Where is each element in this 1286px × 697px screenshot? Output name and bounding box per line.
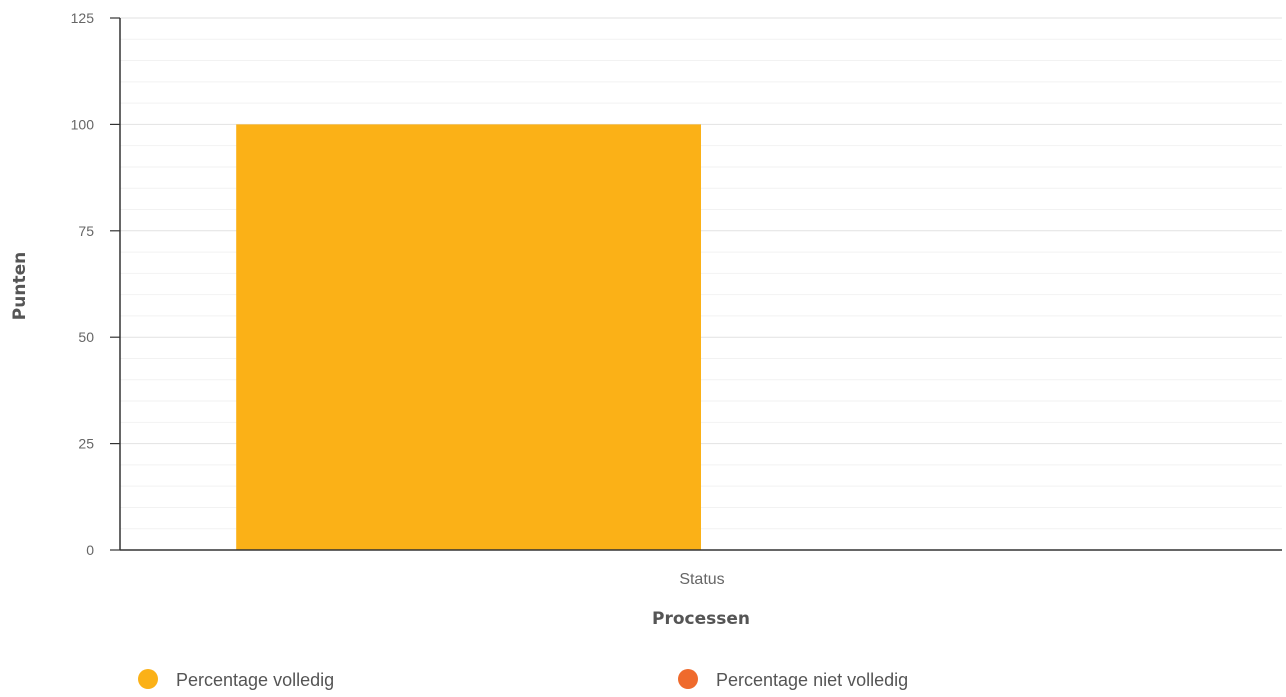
legend-label: Percentage niet volledig <box>716 670 908 690</box>
y-tick-label: 50 <box>78 329 94 345</box>
bars <box>236 124 701 550</box>
x-tick-label: Status <box>679 571 724 588</box>
y-tick-label: 100 <box>71 116 95 132</box>
y-tick-label: 125 <box>71 10 95 26</box>
legend-label: Percentage volledig <box>176 670 334 690</box>
legend-item[interactable]: Percentage volledig <box>138 669 334 690</box>
y-ticks: 0 25 50 75 100 125 <box>71 10 120 558</box>
y-tick-label: 0 <box>86 542 94 558</box>
x-axis-title: Processen <box>652 609 750 629</box>
y-tick-label: 25 <box>78 436 94 452</box>
legend-item[interactable]: Percentage niet volledig <box>678 669 908 690</box>
legend-swatch <box>138 669 158 689</box>
x-ticks: Status <box>679 571 724 588</box>
y-tick-label: 75 <box>78 223 94 239</box>
bar[interactable] <box>236 124 701 550</box>
y-axis-title: Punten <box>10 252 30 320</box>
legend-swatch <box>678 669 698 689</box>
legend: Percentage volledig Percentage niet volle… <box>138 669 908 690</box>
